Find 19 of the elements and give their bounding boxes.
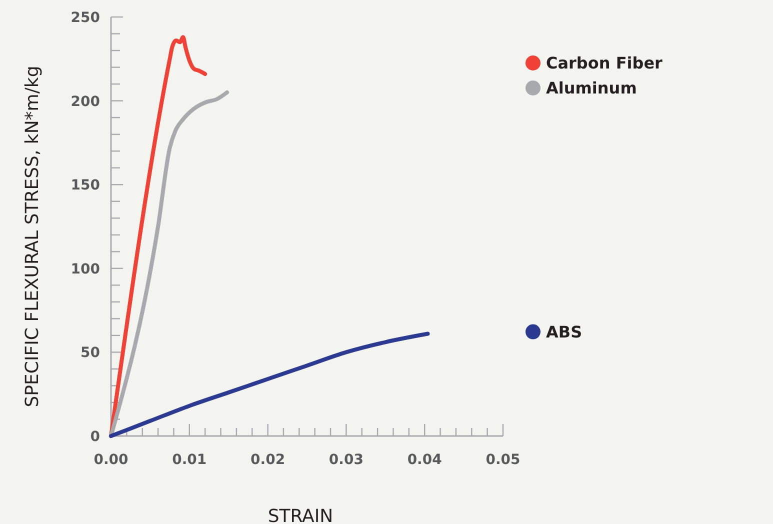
x-tick-label: 0.05 (486, 452, 520, 468)
y-tick-label: 200 (70, 94, 100, 110)
y-tick-label: 0 (90, 429, 100, 445)
x-tick-label: 0.03 (328, 452, 364, 468)
x-tick-label: 0.02 (250, 452, 286, 468)
legend-label: Aluminum (546, 78, 637, 98)
x-tick-label: 0.01 (172, 452, 207, 468)
line-series (109, 35, 208, 438)
y-axis-title: SPECIFIC FLEXURAL STRESS, kN*m/kg (22, 66, 43, 408)
x-tick-label: 0.04 (407, 452, 442, 468)
x-axis-title: STRAIN (268, 506, 334, 524)
y-tick-label: 150 (70, 178, 100, 194)
legend-label: Carbon Fiber (546, 54, 663, 72)
y-tick-label: 50 (80, 345, 100, 362)
y-tick-label: 100 (70, 261, 100, 278)
x-tick-label: 0.00 (94, 452, 129, 468)
legend-label: ABS (546, 322, 582, 342)
line-series (109, 332, 430, 438)
y-tick-label: 250 (70, 10, 100, 26)
